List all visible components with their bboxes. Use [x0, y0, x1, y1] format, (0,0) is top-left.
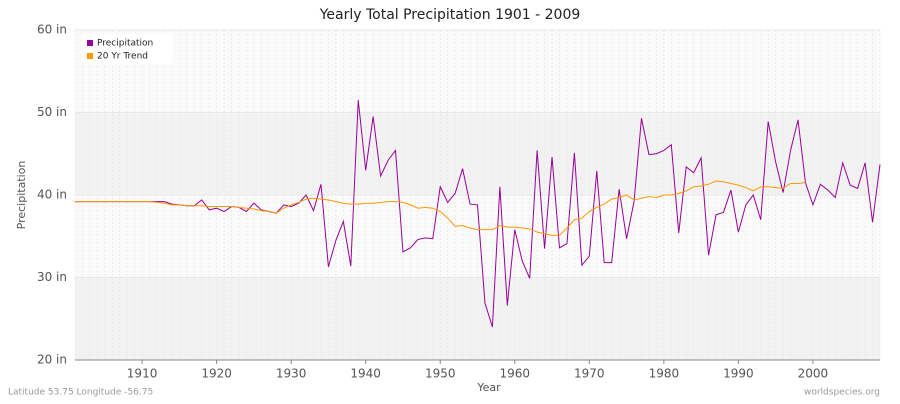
series-line [75, 180, 806, 236]
legend-swatch [87, 40, 93, 46]
y-tick-label: 50 in [37, 105, 67, 119]
legend-box [81, 34, 173, 64]
x-tick-label: 1990 [723, 367, 754, 381]
x-axis-label: Year [476, 381, 501, 394]
x-tick-label: 1920 [201, 367, 232, 381]
x-tick-label: 1910 [127, 367, 158, 381]
x-tick-label: 1970 [574, 367, 605, 381]
footer-location: Latitude 53.75 Longitude -56.75 [8, 388, 153, 398]
x-tick-label: 1960 [499, 367, 530, 381]
x-tick-label: 1980 [649, 367, 680, 381]
y-axis-label: Precipitation [15, 161, 28, 230]
legend-label: 20 Yr Trend [97, 52, 148, 62]
x-tick-label: 2000 [798, 367, 829, 381]
legend-label: Precipitation [97, 39, 153, 49]
legend-swatch [87, 53, 93, 59]
series-line [75, 100, 881, 328]
x-tick-label: 1950 [425, 367, 456, 381]
x-tick-label: 1940 [350, 367, 381, 381]
x-tick-label: 1930 [276, 367, 307, 381]
y-tick-label: 30 in [37, 270, 67, 284]
y-tick-label: 40 in [37, 188, 67, 202]
chart-title: Yearly Total Precipitation 1901 - 2009 [319, 7, 581, 23]
footer-source: worldspecies.org [804, 388, 880, 398]
y-tick-label: 60 in [37, 23, 67, 37]
y-tick-label: 20 in [37, 353, 67, 367]
